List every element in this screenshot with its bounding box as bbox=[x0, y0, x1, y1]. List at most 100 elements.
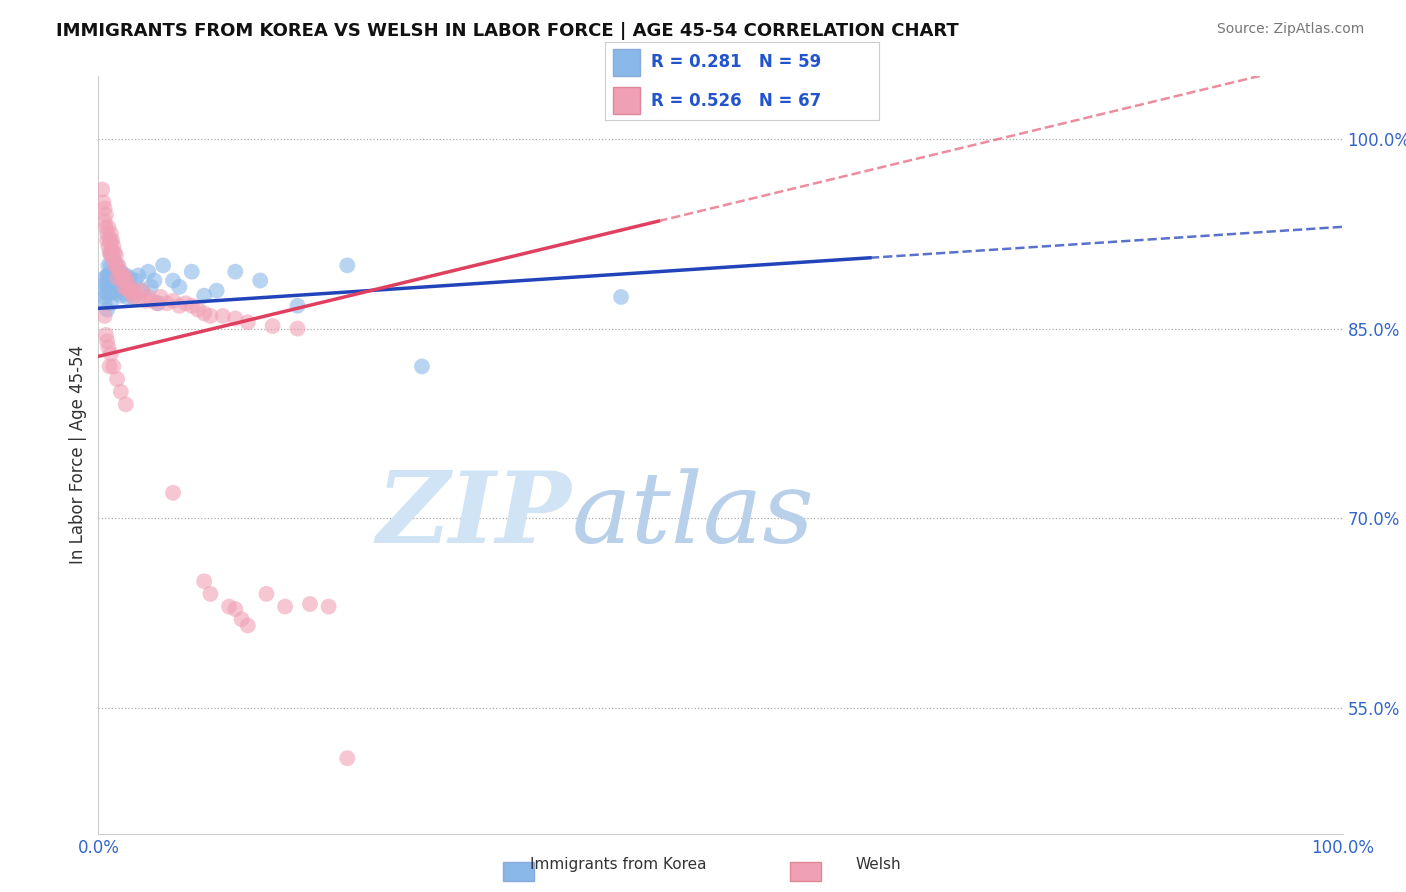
FancyBboxPatch shape bbox=[613, 49, 640, 76]
Point bbox=[100, 277, 122, 292]
Point bbox=[187, 302, 209, 317]
Point bbox=[105, 258, 128, 272]
Point bbox=[193, 289, 215, 303]
Point bbox=[122, 290, 145, 304]
Point bbox=[411, 359, 433, 374]
Point bbox=[110, 268, 132, 283]
Point bbox=[262, 319, 284, 334]
Point bbox=[97, 341, 120, 355]
Text: Source: ZipAtlas.com: Source: ZipAtlas.com bbox=[1216, 22, 1364, 37]
Text: atlas: atlas bbox=[571, 468, 814, 563]
Point bbox=[100, 258, 122, 272]
Point bbox=[110, 289, 132, 303]
Point bbox=[141, 293, 163, 308]
Point bbox=[105, 286, 128, 301]
Point bbox=[149, 290, 172, 304]
Point bbox=[103, 263, 125, 277]
Text: Immigrants from Korea: Immigrants from Korea bbox=[530, 857, 707, 872]
Point bbox=[127, 268, 149, 283]
Point bbox=[118, 271, 141, 285]
Point bbox=[115, 290, 138, 304]
Text: ZIP: ZIP bbox=[377, 467, 571, 564]
Point bbox=[100, 268, 122, 283]
Point bbox=[127, 290, 149, 304]
Point bbox=[200, 587, 222, 601]
Point bbox=[104, 265, 127, 279]
Point bbox=[121, 284, 143, 298]
Text: IMMIGRANTS FROM KOREA VS WELSH IN LABOR FORCE | AGE 45-54 CORRELATION CHART: IMMIGRANTS FROM KOREA VS WELSH IN LABOR … bbox=[56, 22, 959, 40]
Point bbox=[96, 277, 118, 292]
Text: R = 0.526   N = 67: R = 0.526 N = 67 bbox=[651, 92, 821, 110]
Point bbox=[93, 277, 115, 292]
Point bbox=[103, 252, 125, 266]
Point bbox=[224, 265, 246, 279]
Point bbox=[105, 265, 128, 279]
Point bbox=[114, 281, 136, 295]
Point bbox=[96, 334, 118, 349]
Point bbox=[180, 265, 202, 279]
Point bbox=[112, 268, 135, 283]
Point bbox=[115, 281, 138, 295]
Point bbox=[125, 284, 148, 298]
Point bbox=[105, 275, 128, 289]
Point bbox=[131, 284, 153, 298]
Point bbox=[136, 290, 159, 304]
Point bbox=[125, 273, 148, 287]
Point bbox=[180, 299, 202, 313]
Point bbox=[103, 273, 125, 287]
Point bbox=[231, 612, 253, 626]
Point bbox=[114, 271, 136, 285]
Point bbox=[93, 271, 115, 285]
Point bbox=[224, 311, 246, 326]
Point bbox=[93, 195, 115, 210]
FancyBboxPatch shape bbox=[613, 87, 640, 114]
Point bbox=[97, 258, 120, 272]
Point bbox=[100, 248, 122, 262]
Point bbox=[104, 258, 127, 272]
Point bbox=[104, 258, 127, 272]
Point bbox=[100, 235, 122, 250]
Point bbox=[100, 296, 122, 310]
Point bbox=[118, 284, 141, 298]
Point bbox=[135, 293, 157, 308]
Point bbox=[100, 347, 122, 361]
Point bbox=[98, 359, 121, 374]
Point bbox=[112, 286, 135, 301]
Point bbox=[97, 220, 120, 235]
Point bbox=[111, 273, 134, 287]
Point bbox=[287, 299, 309, 313]
Point bbox=[93, 202, 115, 216]
Point bbox=[236, 618, 259, 632]
Point bbox=[146, 296, 169, 310]
Point bbox=[105, 372, 128, 386]
Point bbox=[205, 284, 228, 298]
Point bbox=[93, 214, 115, 228]
Point bbox=[96, 233, 118, 247]
Point bbox=[104, 248, 127, 262]
Point bbox=[143, 273, 166, 287]
Point bbox=[236, 315, 259, 329]
Point bbox=[336, 751, 359, 765]
Point bbox=[100, 245, 122, 260]
Point bbox=[101, 233, 124, 247]
Point bbox=[110, 265, 132, 279]
Point bbox=[249, 273, 271, 287]
Point bbox=[174, 296, 197, 310]
Point bbox=[93, 309, 115, 323]
Point bbox=[136, 265, 159, 279]
Point bbox=[146, 296, 169, 310]
Point bbox=[108, 281, 131, 295]
Point bbox=[162, 293, 184, 308]
Point bbox=[97, 278, 120, 293]
Point bbox=[103, 239, 125, 253]
Point bbox=[103, 359, 125, 374]
Point bbox=[114, 268, 136, 283]
Point bbox=[93, 296, 115, 310]
Point bbox=[162, 486, 184, 500]
Point bbox=[254, 587, 277, 601]
Point bbox=[287, 321, 309, 335]
Point bbox=[103, 252, 125, 266]
Point bbox=[97, 268, 120, 283]
Point bbox=[122, 290, 145, 304]
Point bbox=[96, 227, 118, 241]
